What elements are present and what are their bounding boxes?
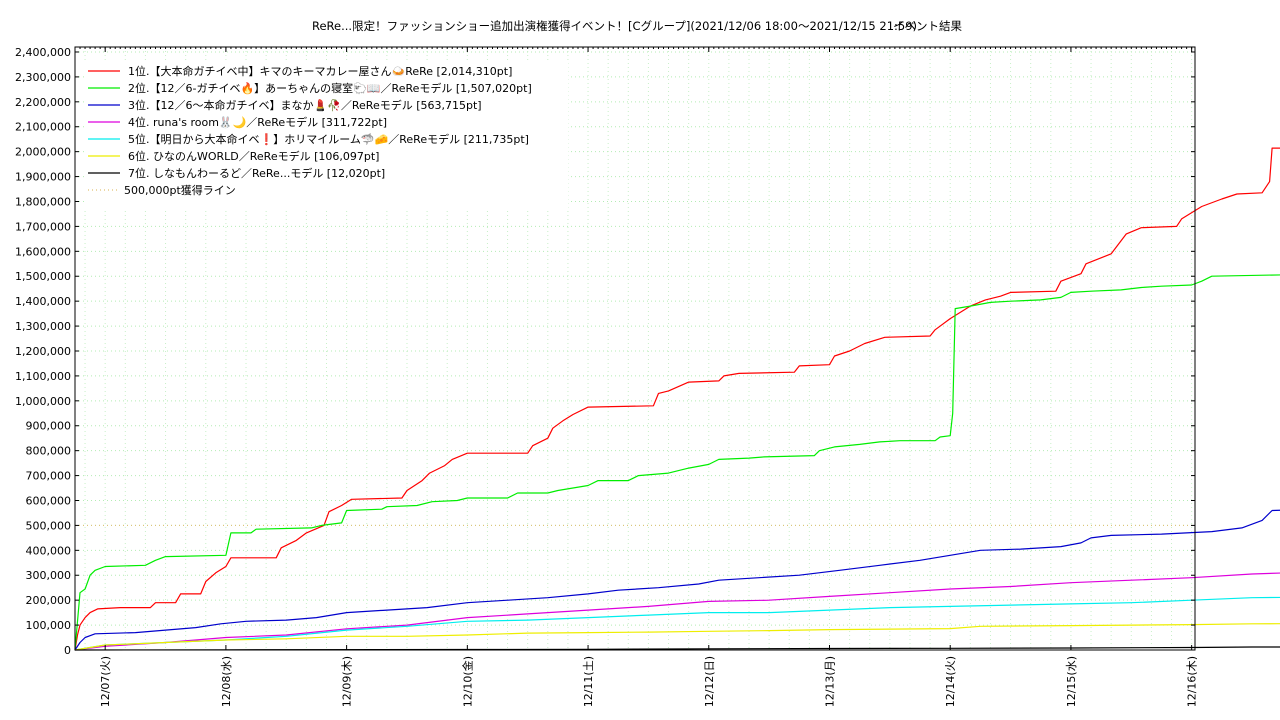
y-tick-label: 1,000,000 <box>15 395 71 408</box>
x-tick-label: 12/16(木) <box>1186 656 1199 707</box>
legend-background <box>84 60 568 208</box>
legend-label: 4位. runa's room🐰🌙／ReReモデル [311,722pt] <box>128 115 387 129</box>
y-tick-label: 1,700,000 <box>15 220 71 233</box>
legend-label: 1位.【大本命ガチイベ中】キマのキーマカレー屋さん🍛ReRe [2,014,31… <box>128 64 512 78</box>
axis-layer: 0 100,000 200,000 300,000 400,000 500,000 600,… <box>15 46 1199 707</box>
legend-label: 5位.【明日から大本命イベ❗】ホリマイルーム🦈🧀／ReReモデル [211,73… <box>128 132 529 146</box>
x-tick-label: 12/11(土) <box>582 656 595 707</box>
chart-title: ReRe...限定！ファッションショー追加出演権獲得イベント！[Cグループ](2… <box>312 19 917 33</box>
y-tick-label: 900,000 <box>26 420 72 433</box>
y-tick-label: 600,000 <box>26 494 72 507</box>
y-tick-label: 1,900,000 <box>15 171 71 184</box>
x-tick-label: 12/08(水) <box>220 656 233 707</box>
x-tick-label: 12/07(火) <box>99 656 112 707</box>
chart-subtitle: イベント結果 <box>893 19 962 33</box>
y-tick-label: 0 <box>64 644 71 657</box>
y-tick-label: 100,000 <box>26 619 72 632</box>
x-tick-label: 12/13(月) <box>823 656 836 707</box>
y-tick-label: 1,400,000 <box>15 295 71 308</box>
legend: 1位.【大本命ガチイベ中】キマのキーマカレー屋さん🍛ReRe [2,014,31… <box>84 60 568 208</box>
x-tick-label: 12/12(日) <box>703 656 716 707</box>
y-tick-label: 700,000 <box>26 470 72 483</box>
legend-label: 2位.【12／6-ガチイベ🔥】あーちゃんの寝室🐑📖／ReReモデル [1,507… <box>128 81 532 95</box>
y-tick-label: 2,300,000 <box>15 71 71 84</box>
y-tick-label: 200,000 <box>26 594 72 607</box>
y-tick-label: 2,400,000 <box>15 46 71 59</box>
y-tick-label: 2,200,000 <box>15 96 71 109</box>
series-line-1 <box>74 147 1280 651</box>
y-tick-label: 2,100,000 <box>15 121 71 134</box>
legend-label: 3位.【12／6〜本命ガチイベ】まなか💄🥀／ReReモデル [563,715pt… <box>128 98 482 112</box>
y-tick-label: 800,000 <box>26 445 72 458</box>
y-tick-label: 1,600,000 <box>15 245 71 258</box>
y-tick-label: 500,000 <box>26 519 72 532</box>
legend-label: 7位. しなもんわーるど／ReRe...モデル [12,020pt] <box>128 166 385 180</box>
x-tick-label: 12/15(水) <box>1065 656 1078 707</box>
x-tick-label: 12/09(木) <box>341 656 354 707</box>
series-line-2 <box>74 274 1280 651</box>
series-line-6 <box>74 623 1280 651</box>
series-line-5 <box>74 596 1280 651</box>
series-line-4 <box>74 572 1280 651</box>
y-tick-label: 1,800,000 <box>15 195 71 208</box>
x-tick-label: 12/14(火) <box>944 656 957 707</box>
x-tick-label: 12/10(金) <box>460 656 474 707</box>
y-tick-label: 400,000 <box>26 544 72 557</box>
legend-label: 6位. ひなのんWORLD／ReReモデル [106,097pt] <box>128 149 379 163</box>
series-layer <box>74 147 1280 651</box>
y-tick-label: 2,000,000 <box>15 146 71 159</box>
plot-frame <box>74 46 1196 651</box>
y-tick-label: 1,100,000 <box>15 370 71 383</box>
legend-label: 500,000pt獲得ライン <box>124 184 236 197</box>
y-tick-label: 1,300,000 <box>15 320 71 333</box>
series-line-3 <box>74 509 1280 651</box>
y-tick-label: 1,200,000 <box>15 345 71 358</box>
y-tick-label: 1,500,000 <box>15 270 71 283</box>
y-tick-label: 300,000 <box>26 569 72 582</box>
